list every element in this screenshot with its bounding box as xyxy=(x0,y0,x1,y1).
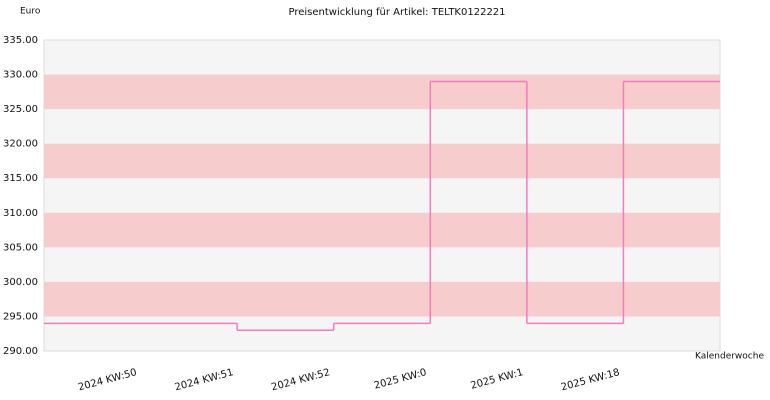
y-tick-label: 295.00 xyxy=(3,311,38,322)
x-tick-label: 2025 KW:1 xyxy=(470,367,525,392)
y-axis-title: Euro xyxy=(20,7,41,17)
x-tick-label: 2025 KW:0 xyxy=(373,367,428,392)
band xyxy=(44,281,720,317)
x-axis-title: Kalenderwoche xyxy=(695,352,764,362)
y-tick-label: 335.00 xyxy=(3,35,38,46)
x-tick-label: 2024 KW:50 xyxy=(77,367,138,393)
y-tick-label: 330.00 xyxy=(3,70,38,81)
band xyxy=(44,212,720,248)
y-tick-label: 315.00 xyxy=(3,173,38,184)
x-tick-label: 2024 KW:51 xyxy=(174,367,235,393)
y-tick-label: 300.00 xyxy=(3,277,38,288)
x-tick-label: 2025 KW:18 xyxy=(560,367,621,393)
y-tick-label: 325.00 xyxy=(3,104,38,115)
y-tick-label: 310.00 xyxy=(3,208,38,219)
x-tick-label: 2024 KW:52 xyxy=(270,367,331,393)
band xyxy=(44,74,720,110)
chart-title: Preisentwicklung für Artikel: TELTK01222… xyxy=(288,7,505,18)
y-tick-label: 305.00 xyxy=(3,242,38,253)
band xyxy=(44,143,720,179)
y-tick-label: 320.00 xyxy=(3,139,38,150)
y-tick-label: 290.00 xyxy=(3,346,38,357)
